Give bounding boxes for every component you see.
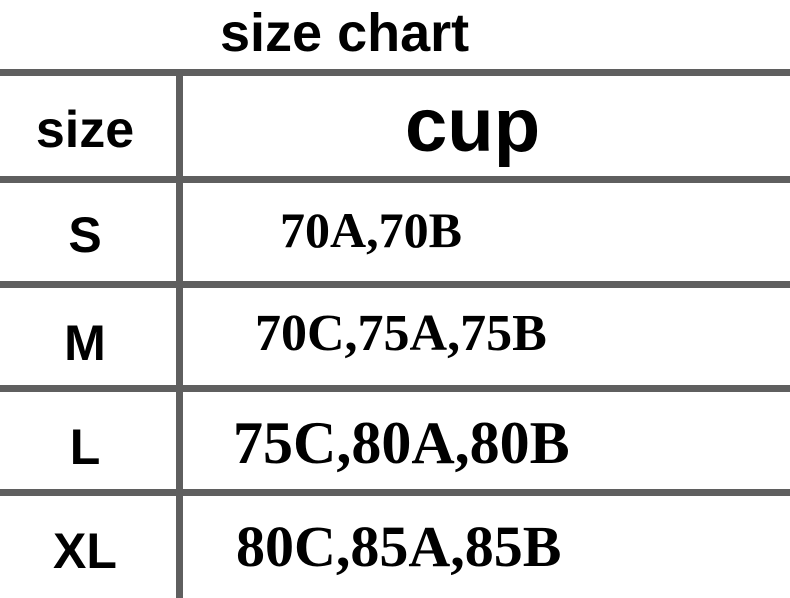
row-cup: 70C,75A,75B [255, 305, 547, 362]
divider [0, 281, 790, 288]
row-size: L [69, 419, 101, 475]
row-size: M [64, 315, 106, 371]
divider [0, 176, 790, 183]
header-size: size [35, 101, 135, 159]
chart-title: size chart [220, 3, 470, 63]
row-size: S [68, 207, 102, 263]
divider [0, 489, 790, 496]
header-cup: cup [405, 83, 541, 168]
row-cup: 70A,70B [280, 202, 462, 258]
row-cup: 75C,80A,80B [233, 410, 570, 476]
divider [0, 69, 790, 76]
divider [0, 385, 790, 392]
row-cup: 80C,85A,85B [236, 514, 562, 579]
column-divider [176, 76, 183, 598]
row-size: XL [53, 523, 117, 579]
